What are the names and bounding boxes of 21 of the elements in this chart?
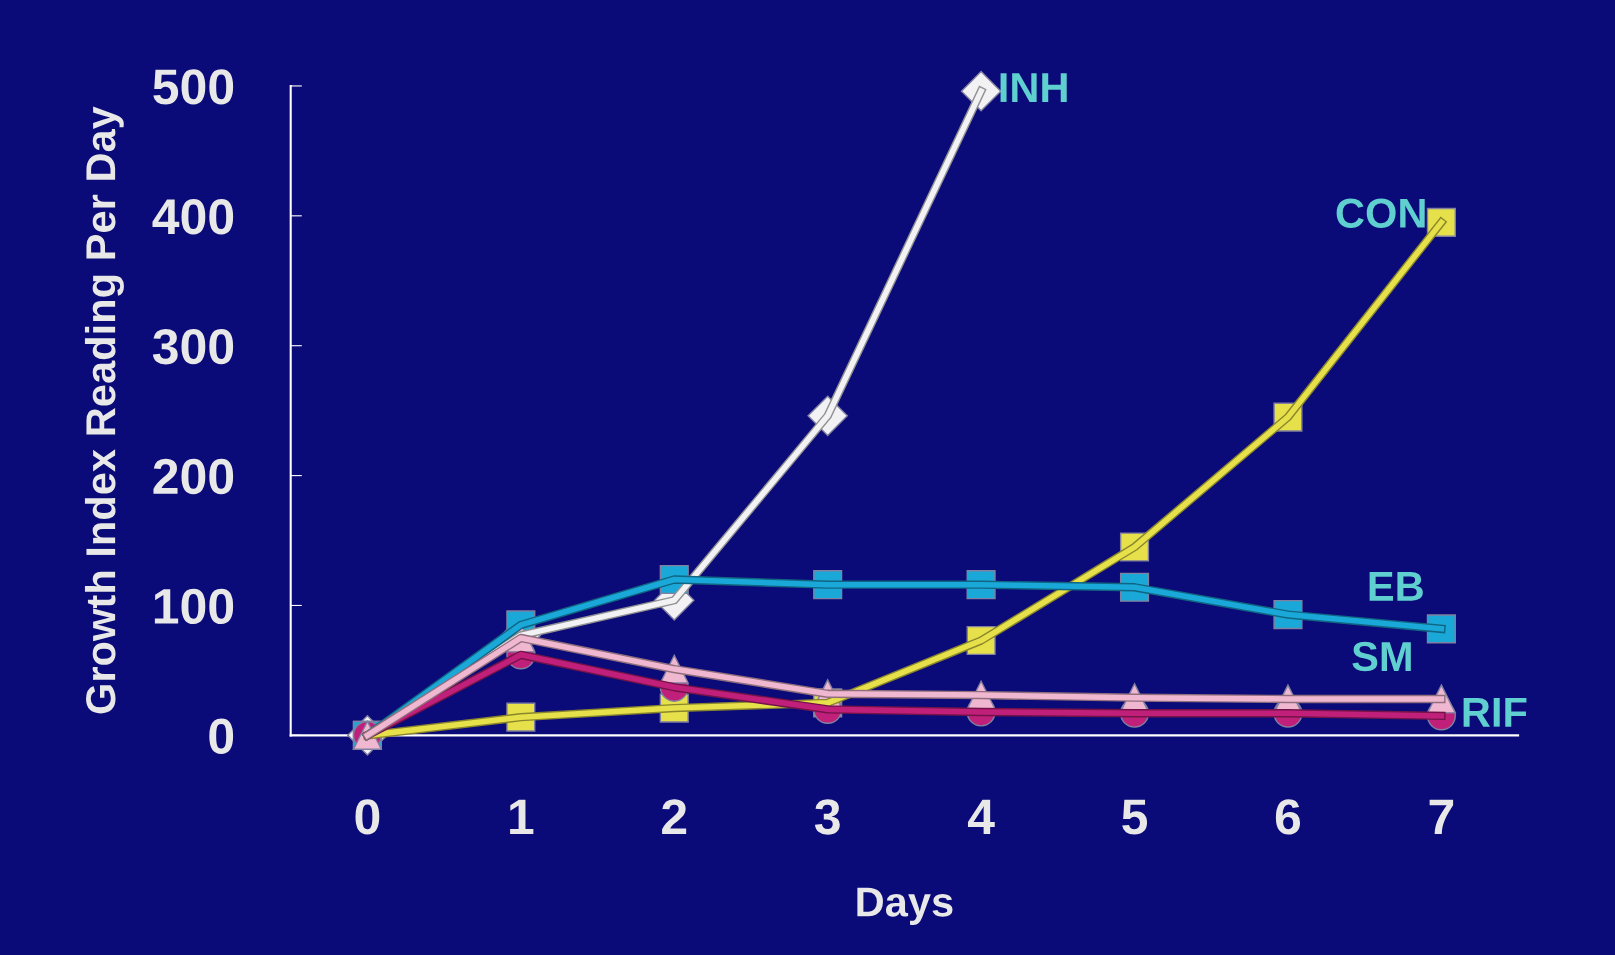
y-tick-label: 500 <box>153 69 234 105</box>
x-tick-label: 0 <box>355 799 380 835</box>
y-tick-label: 100 <box>154 588 234 625</box>
series-label: EB <box>1369 572 1423 601</box>
y-axis-title: Growth Index Reading Per Day <box>84 106 124 714</box>
series-label: SM <box>1352 641 1411 672</box>
series-label: RIF <box>1463 697 1527 727</box>
x-tick-label: 4 <box>967 799 995 835</box>
x-tick-label: 3 <box>814 799 840 835</box>
x-tick-label: 7 <box>1429 799 1454 835</box>
y-tick-label: 200 <box>153 458 234 495</box>
x-tick-label: 2 <box>662 799 687 835</box>
x-tick-label: 5 <box>1122 799 1148 835</box>
x-tick-label: 1 <box>510 799 534 835</box>
series-label: CON <box>1336 198 1425 228</box>
x-axis-title: Days <box>857 887 953 925</box>
series-label: INH <box>1000 73 1067 102</box>
y-tick-label: 400 <box>152 199 234 235</box>
y-tick-label: 300 <box>152 328 234 365</box>
y-tick-label: 0 <box>209 718 234 754</box>
x-tick-label: 6 <box>1275 799 1301 835</box>
